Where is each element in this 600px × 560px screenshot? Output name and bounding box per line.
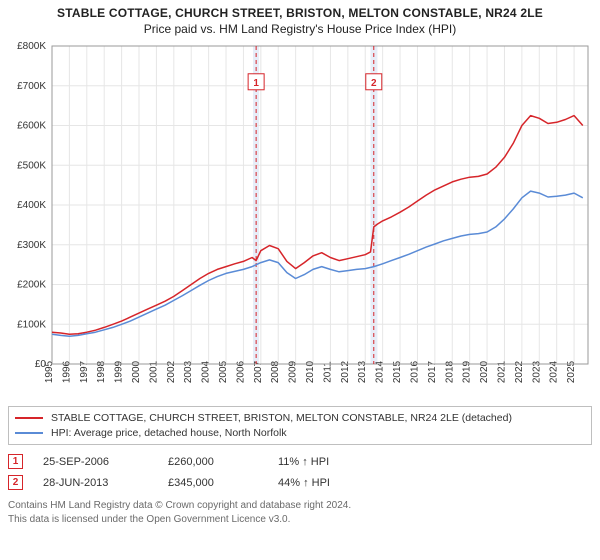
sale-row-2: 2 28-JUN-2013 £345,000 44% ↑ HPI <box>8 472 592 493</box>
chart-svg: £0£100K£200K£300K£400K£500K£600K£700K£80… <box>8 40 592 400</box>
sale-pct-1: 11% ↑ HPI <box>278 456 378 468</box>
sale-marker-2: 2 <box>8 475 23 490</box>
legend-row-hpi: HPI: Average price, detached house, Nort… <box>15 426 585 441</box>
sale-marker-1: 1 <box>8 454 23 469</box>
chart-area: £0£100K£200K£300K£400K£500K£600K£700K£80… <box>8 40 592 400</box>
legend-swatch-price-paid <box>15 417 43 419</box>
svg-text:£800K: £800K <box>17 41 46 52</box>
legend-label-hpi: HPI: Average price, detached house, Nort… <box>51 426 287 441</box>
sale-pct-2: 44% ↑ HPI <box>278 477 378 489</box>
sale-row-1: 1 25-SEP-2006 £260,000 11% ↑ HPI <box>8 451 592 472</box>
sales-table: 1 25-SEP-2006 £260,000 11% ↑ HPI 2 28-JU… <box>8 451 592 493</box>
svg-text:2: 2 <box>371 78 377 89</box>
sale-date-2: 28-JUN-2013 <box>43 477 148 489</box>
footer: Contains HM Land Registry data © Crown c… <box>8 499 592 526</box>
sale-price-2: £345,000 <box>168 477 258 489</box>
svg-text:£100K: £100K <box>17 319 46 330</box>
svg-text:£300K: £300K <box>17 240 46 251</box>
title-main: STABLE COTTAGE, CHURCH STREET, BRISTON, … <box>8 6 592 20</box>
legend-swatch-hpi <box>15 432 43 434</box>
svg-text:£200K: £200K <box>17 280 46 291</box>
title-sub: Price paid vs. HM Land Registry's House … <box>8 22 592 36</box>
svg-text:£600K: £600K <box>17 121 46 132</box>
footer-line-2: This data is licensed under the Open Gov… <box>8 513 592 527</box>
sale-price-1: £260,000 <box>168 456 258 468</box>
chart-titles: STABLE COTTAGE, CHURCH STREET, BRISTON, … <box>8 6 592 36</box>
svg-text:£500K: £500K <box>17 160 46 171</box>
legend-label-price-paid: STABLE COTTAGE, CHURCH STREET, BRISTON, … <box>51 411 512 426</box>
legend-row-price-paid: STABLE COTTAGE, CHURCH STREET, BRISTON, … <box>15 411 585 426</box>
svg-text:£400K: £400K <box>17 200 46 211</box>
svg-text:£700K: £700K <box>17 81 46 92</box>
sale-date-1: 25-SEP-2006 <box>43 456 148 468</box>
legend-box: STABLE COTTAGE, CHURCH STREET, BRISTON, … <box>8 406 592 445</box>
footer-line-1: Contains HM Land Registry data © Crown c… <box>8 499 592 513</box>
svg-text:1: 1 <box>253 78 259 89</box>
